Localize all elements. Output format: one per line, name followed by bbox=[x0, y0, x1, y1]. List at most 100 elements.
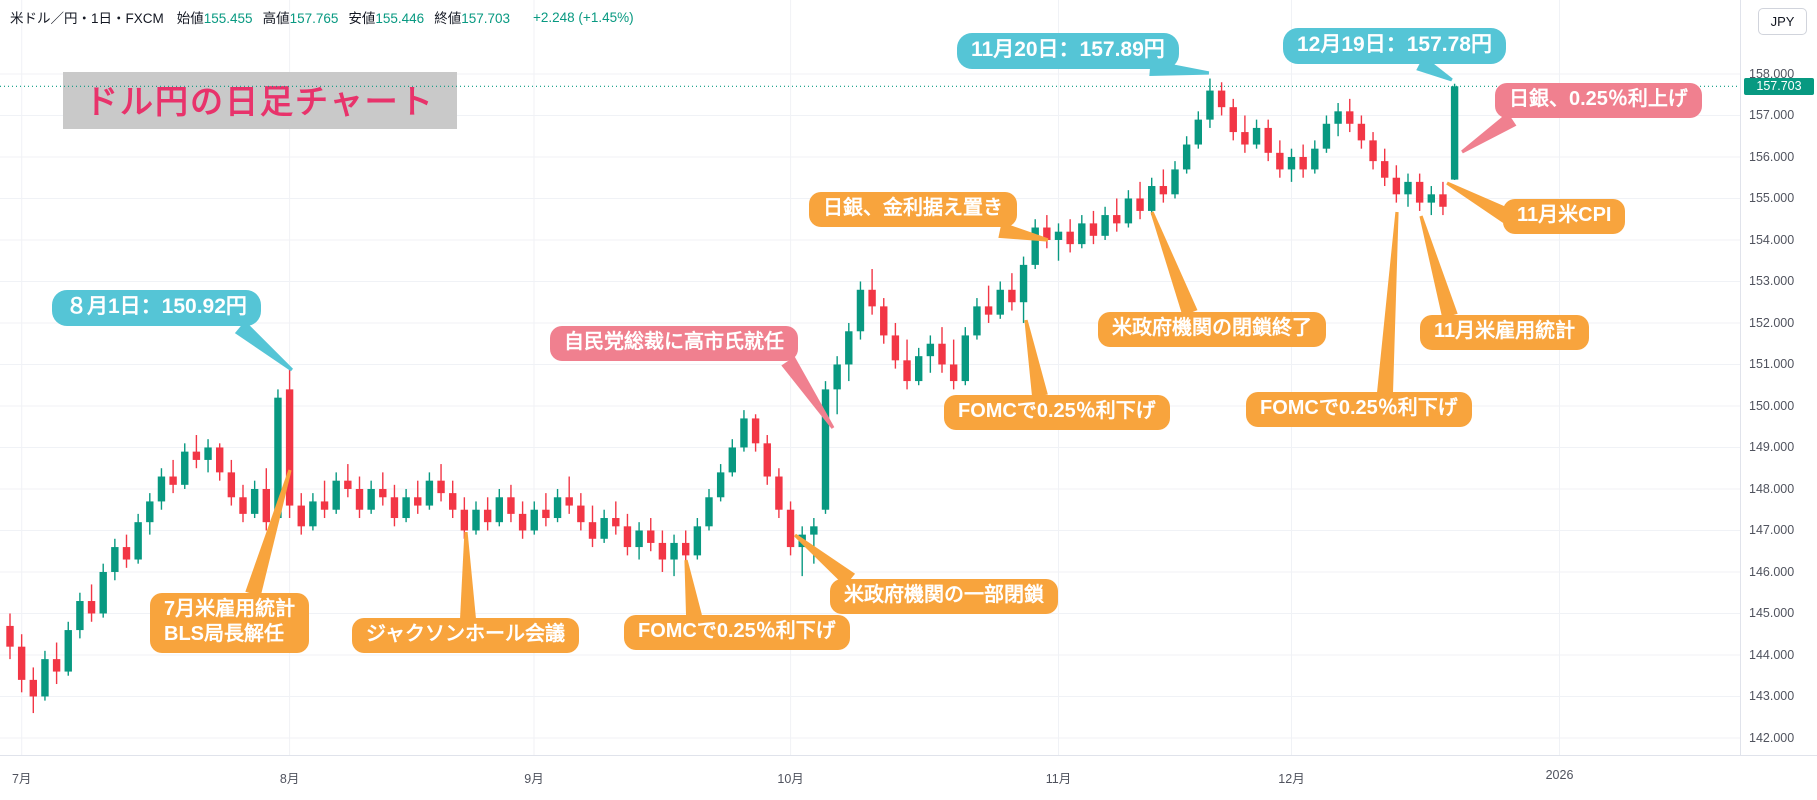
candle bbox=[1287, 148, 1296, 182]
candle bbox=[1124, 190, 1133, 228]
x-axis-label: 11月 bbox=[1045, 772, 1072, 786]
annotation-boj-hike[interactable]: 日銀、0.25％利上げ bbox=[1495, 83, 1702, 118]
ohlc-fields: 始値155.455 高値157.765 安値155.446 終値157.703 bbox=[177, 7, 520, 27]
annotation-tail-takaichi bbox=[781, 356, 835, 429]
annotation-takaichi[interactable]: 自民党総裁に高市氏就任 bbox=[550, 326, 798, 361]
annotation-tail-price-aug1 bbox=[234, 320, 294, 372]
y-axis-label: 148.000 bbox=[1749, 481, 1795, 496]
candle bbox=[483, 497, 492, 531]
candle bbox=[751, 414, 760, 452]
candle bbox=[169, 459, 177, 494]
candle bbox=[285, 367, 294, 519]
candle bbox=[64, 621, 72, 676]
candle bbox=[821, 381, 830, 514]
candle bbox=[332, 472, 340, 514]
candle bbox=[495, 488, 503, 527]
candle bbox=[414, 480, 422, 514]
annotation-tail-shutdown-start bbox=[793, 533, 856, 587]
candle bbox=[880, 298, 888, 344]
annotation-fomc-sep[interactable]: FOMCで0.25％利下げ bbox=[624, 615, 850, 650]
candle bbox=[612, 501, 620, 535]
candle bbox=[1322, 115, 1331, 153]
candle bbox=[1392, 165, 1401, 203]
candle bbox=[553, 488, 562, 523]
annotation-tail-boj-hold bbox=[998, 222, 1049, 242]
candle bbox=[262, 468, 270, 531]
annotation-price-aug1[interactable]: ８月1日：150.92円 bbox=[52, 290, 261, 327]
candle bbox=[367, 480, 375, 514]
candle bbox=[355, 476, 364, 519]
y-axis-label: 155.000 bbox=[1749, 191, 1795, 206]
annotation-tail-nov-jobs bbox=[1419, 215, 1458, 319]
annotation-jul-jobs[interactable]: 7月米雇用統計 BLS局長解任 bbox=[150, 593, 310, 653]
candle bbox=[157, 468, 166, 510]
candle bbox=[181, 443, 189, 489]
candle bbox=[1182, 136, 1191, 174]
candle bbox=[903, 339, 911, 390]
candle bbox=[460, 497, 469, 539]
candle bbox=[29, 667, 37, 714]
price-change: +2.248 (+1.45%) bbox=[533, 9, 634, 25]
candle bbox=[670, 534, 678, 577]
annotation-price-nov20[interactable]: 11月20日：157.89円 bbox=[957, 33, 1179, 70]
candle bbox=[565, 476, 573, 514]
y-axis-label: 152.000 bbox=[1749, 315, 1795, 330]
y-axis-label: 145.000 bbox=[1749, 606, 1795, 621]
symbol-name[interactable]: 米ドル／円・1日・FXCM bbox=[10, 11, 164, 26]
y-axis-label: 143.000 bbox=[1749, 689, 1795, 704]
candle bbox=[507, 484, 515, 523]
candle bbox=[41, 650, 49, 701]
candle bbox=[518, 501, 527, 539]
annotation-boj-hold[interactable]: 日銀、金利据え置き bbox=[809, 192, 1017, 227]
annotation-nov-jobs[interactable]: 11月米雇用統計 bbox=[1420, 315, 1590, 350]
candle bbox=[984, 285, 993, 323]
annotation-tail-fomc-sep bbox=[684, 559, 702, 618]
candlestick-chart[interactable] bbox=[0, 0, 1740, 755]
y-axis-label: 154.000 bbox=[1749, 232, 1795, 247]
ohlc-field: 安値155.446 bbox=[348, 11, 425, 26]
candle bbox=[973, 298, 981, 340]
annotation-fomc-oct[interactable]: FOMCで0.25％利下げ bbox=[944, 395, 1170, 430]
time-axis[interactable]: 7月 8月 9月 10月 11月 12月 2026 bbox=[0, 755, 1817, 800]
annotation-fomc-dec[interactable]: FOMCで0.25％利下げ bbox=[1246, 392, 1472, 427]
candle bbox=[1171, 161, 1179, 199]
candle bbox=[17, 634, 26, 693]
annotation-tail-fomc-dec bbox=[1377, 211, 1399, 394]
ohlc-field: 終値157.703 bbox=[434, 11, 511, 26]
x-axis-label: 7月 bbox=[11, 772, 32, 786]
candle bbox=[472, 501, 480, 535]
annotation-jackson[interactable]: ジャクソンホール会議 bbox=[352, 618, 579, 653]
candle bbox=[635, 522, 643, 560]
candle bbox=[1357, 115, 1366, 149]
annotation-tail-shutdown-end bbox=[1150, 211, 1198, 316]
ohlc-field: 高値157.765 bbox=[262, 11, 339, 26]
candle bbox=[1043, 215, 1051, 249]
x-axis-label: 12月 bbox=[1278, 772, 1305, 786]
annotation-shutdown-end[interactable]: 米政府機関の閉鎖終了 bbox=[1098, 312, 1326, 347]
candle bbox=[949, 339, 958, 390]
candle bbox=[1019, 256, 1028, 323]
candle bbox=[740, 410, 748, 452]
currency-unit-button[interactable]: JPY bbox=[1758, 8, 1807, 35]
annotation-shutdown-start[interactable]: 米政府機関の一部閉鎖 bbox=[830, 579, 1058, 614]
y-axis-label: 153.000 bbox=[1749, 274, 1795, 289]
candle bbox=[6, 613, 14, 660]
candle bbox=[1206, 78, 1214, 128]
candle bbox=[623, 513, 632, 556]
ohlc-field: 始値155.455 bbox=[176, 11, 253, 26]
candle bbox=[1369, 132, 1377, 170]
candle bbox=[1148, 177, 1156, 216]
candle bbox=[1381, 148, 1389, 187]
annotation-nov-cpi[interactable]: 11月米CPI bbox=[1503, 199, 1626, 234]
candle bbox=[1159, 169, 1168, 203]
candle bbox=[390, 484, 399, 527]
price-axis[interactable]: JPY 157.703 158.000 157.000 156.000 155.000… bbox=[1740, 0, 1817, 755]
candle bbox=[1229, 98, 1237, 141]
y-axis-label: 156.000 bbox=[1749, 149, 1795, 164]
candle bbox=[1311, 140, 1319, 174]
annotation-price-dec19[interactable]: 12月19日：157.78円 bbox=[1283, 28, 1506, 65]
candle bbox=[402, 488, 410, 523]
symbol-info-bar[interactable]: 米ドル／円・1日・FXCM 始値155.455 高値157.765 安値155.44… bbox=[10, 7, 634, 27]
candle bbox=[250, 480, 259, 519]
